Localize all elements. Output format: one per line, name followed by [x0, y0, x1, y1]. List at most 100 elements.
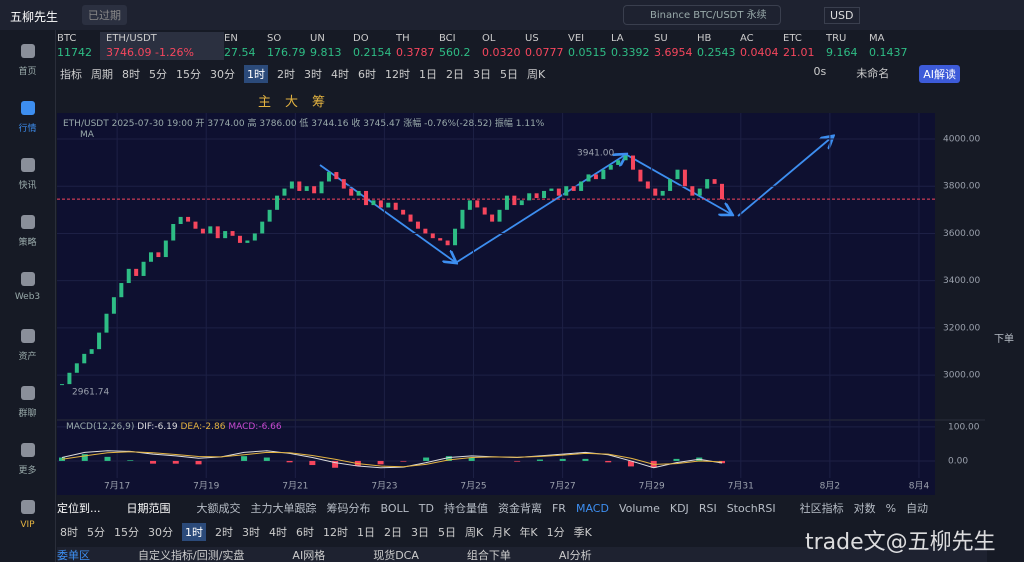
period-item[interactable]: 5分 — [87, 526, 105, 539]
indicator-item[interactable]: 资金背离 — [497, 502, 542, 515]
ticker[interactable]: ETH/USDT 3746.09 -1.26% — [100, 32, 224, 60]
sidebar-item[interactable]: VIP — [0, 500, 55, 553]
sidebar-item[interactable]: 首页 — [0, 44, 55, 97]
sidebar-item[interactable]: 行情 — [0, 101, 55, 154]
ticker[interactable]: LA 0.3392 — [611, 32, 654, 60]
indicator-item[interactable]: BOLL — [380, 501, 409, 515]
toolbar-item[interactable]: 3时 — [304, 68, 322, 81]
ticker[interactable]: VEI 0.0515 — [568, 32, 611, 60]
period-item[interactable]: 1时 — [182, 523, 206, 541]
ticker[interactable]: TRU 9.164 — [826, 32, 869, 60]
indicator-item[interactable]: 自动 — [906, 502, 929, 515]
sidebar-item[interactable]: 群聊 — [0, 386, 55, 439]
toolbar-item[interactable]: 15分 — [176, 68, 201, 81]
ticker[interactable]: ETC 21.01 — [783, 32, 826, 60]
search-box[interactable]: Binance BTC/USDT 永续 — [623, 5, 781, 25]
toolbar-item[interactable]: 4时 — [331, 68, 349, 81]
toolbar-item[interactable]: 5分 — [149, 68, 167, 81]
indicator-item[interactable]: MACD — [575, 501, 609, 515]
ticker[interactable]: SO 176.79 — [267, 32, 310, 60]
ticker[interactable]: BCI 560.2 — [439, 32, 482, 60]
toolbar-item[interactable]: 2日 — [446, 68, 464, 81]
tab[interactable]: 现货DCA — [373, 548, 419, 562]
tab[interactable]: AI网格 — [292, 548, 326, 562]
sidebar-item[interactable]: 快讯 — [0, 158, 55, 211]
period-item[interactable]: 30分 — [148, 526, 173, 539]
indicator-item[interactable]: 对数 — [853, 502, 876, 515]
toolbar-item[interactable]: 30分 — [210, 68, 235, 81]
toolbar-item[interactable]: 指标 — [60, 68, 82, 81]
period-item[interactable]: 2时 — [215, 526, 233, 539]
tab[interactable]: 自定义指标/回测/实盘 — [138, 548, 245, 562]
ticker[interactable]: HB 0.2543 — [697, 32, 740, 60]
ticker[interactable]: EN 27.54 — [224, 32, 267, 60]
toolbar-item[interactable]: 12时 — [385, 68, 410, 81]
indicator-item[interactable]: 社区指标 — [799, 502, 844, 515]
indicator-item[interactable]: 大额成交 — [196, 502, 241, 515]
period-item[interactable]: 年K — [519, 526, 538, 539]
period-item[interactable]: 1日 — [357, 526, 375, 539]
order-label[interactable]: 下单 — [994, 334, 1014, 345]
currency[interactable]: USD — [824, 7, 860, 24]
toolbar-item[interactable]: 3日 — [473, 68, 491, 81]
indicator-item[interactable]: TD — [418, 501, 434, 515]
ticker[interactable]: SU 3.6954 — [654, 32, 697, 60]
period-item[interactable]: 8时 — [60, 526, 78, 539]
period-item[interactable]: 月K — [492, 526, 511, 539]
draw-tool[interactable]: 筹 — [312, 94, 326, 110]
period-item[interactable]: 周K — [465, 526, 484, 539]
period-item[interactable]: 3时 — [242, 526, 260, 539]
toolbar-item[interactable]: 周K — [527, 68, 546, 81]
toolbar-item[interactable]: 8时 — [122, 68, 140, 81]
draw-tool[interactable]: 大 — [285, 94, 299, 110]
toolbar-item[interactable]: 2时 — [277, 68, 295, 81]
indicator-item[interactable]: % — [885, 501, 897, 515]
indicator-item[interactable]: 定位到... — [57, 502, 101, 515]
ticker[interactable]: DO 0.2154 — [353, 32, 396, 60]
toolbar-right-item[interactable]: 未命名 — [856, 67, 890, 80]
toolbar-item[interactable]: 1日 — [419, 68, 437, 81]
ticker[interactable]: TH 0.3787 — [396, 32, 439, 60]
period-item[interactable]: 1分 — [546, 526, 565, 539]
indicator-item[interactable]: 日期范围 — [126, 502, 171, 515]
tab[interactable]: 委单区 — [57, 548, 90, 562]
sidebar-item[interactable]: 策略 — [0, 215, 55, 268]
sidebar-item[interactable]: 更多 — [0, 443, 55, 496]
ticker[interactable]: BTC 11742 — [57, 32, 100, 60]
sidebar-item[interactable]: 资产 — [0, 329, 55, 382]
indicator-item[interactable]: 筹码分布 — [326, 502, 371, 515]
toolbar-item[interactable]: 5日 — [500, 68, 518, 81]
ticker[interactable]: UN 9.813 — [310, 32, 353, 60]
period-item[interactable]: 12时 — [323, 526, 348, 539]
price: 0.0320 — [482, 46, 521, 59]
draw-tool[interactable]: 主 — [258, 94, 272, 110]
ticker[interactable]: MA 0.1437 — [869, 32, 912, 60]
period-item[interactable]: 季K — [573, 526, 592, 539]
period-item[interactable]: 6时 — [296, 526, 314, 539]
ticker[interactable]: AC 0.0404 — [740, 32, 783, 60]
price: 0.0777 — [525, 46, 564, 59]
indicator-item[interactable]: 持仓量值 — [443, 502, 488, 515]
toolbar-right-item[interactable]: 0s — [813, 65, 827, 78]
indicator-item[interactable]: RSI — [698, 501, 717, 515]
ticker[interactable]: OL 0.0320 — [482, 32, 525, 60]
period-item[interactable]: 5日 — [438, 526, 456, 539]
tab[interactable]: AI分析 — [558, 548, 592, 562]
period-item[interactable]: 3日 — [411, 526, 429, 539]
toolbar-item[interactable]: 1时 — [244, 65, 268, 83]
period-item[interactable]: 15分 — [114, 526, 139, 539]
candle — [275, 195, 280, 210]
indicator-item[interactable]: 主力大单跟踪 — [250, 502, 317, 515]
toolbar-item[interactable]: 周期 — [91, 68, 113, 81]
indicator-item[interactable]: Volume — [618, 501, 660, 515]
indicator-item[interactable]: FR — [551, 501, 566, 515]
toolbar-item[interactable]: 6时 — [358, 68, 376, 81]
sidebar-item[interactable]: Web3 — [0, 272, 55, 325]
toolbar-right-item[interactable]: AI解读 — [919, 65, 960, 83]
period-item[interactable]: 4时 — [269, 526, 287, 539]
indicator-item[interactable]: KDJ — [669, 501, 689, 515]
ticker[interactable]: US 0.0777 — [525, 32, 568, 60]
indicator-item[interactable]: StochRSI — [726, 501, 776, 515]
tab[interactable]: 组合下单 — [466, 548, 511, 562]
period-item[interactable]: 2日 — [384, 526, 402, 539]
